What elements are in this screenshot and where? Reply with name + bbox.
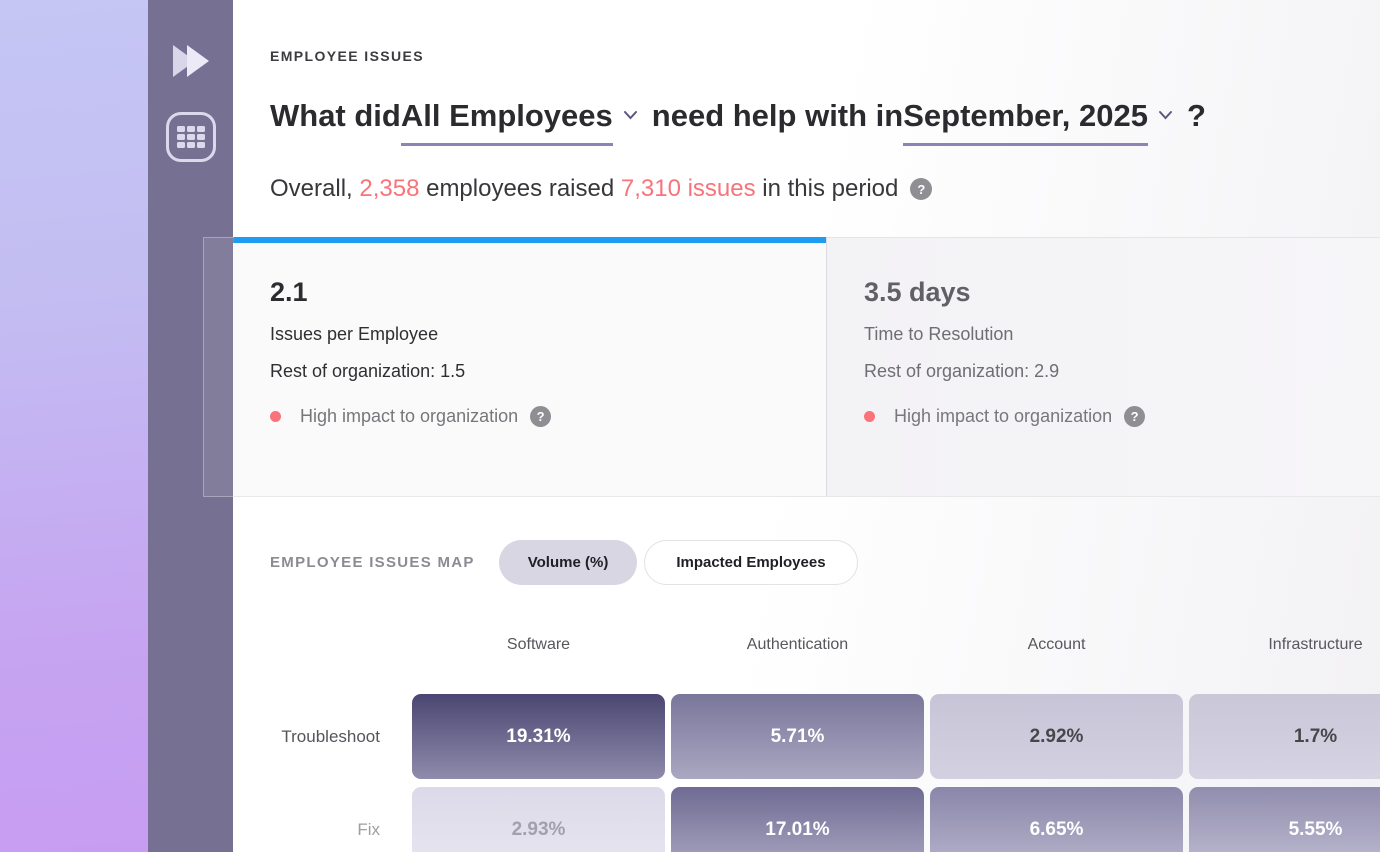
summary-line: Overall, 2,358 employees raised 7,310 is… xyxy=(270,175,1206,203)
stat-value: 2.1 xyxy=(270,277,308,307)
heatmap-cell-troubleshoot-authentication[interactable]: 5.71% xyxy=(671,694,924,779)
chevron-down-icon[interactable] xyxy=(623,110,638,120)
heatmap-cell-fix-authentication[interactable]: 17.01% xyxy=(671,787,924,852)
employee-filter-dropdown[interactable]: All Employees xyxy=(400,98,613,146)
issues-heatmap: Software Authentication Account Infrastr… xyxy=(270,632,1380,852)
fast-forward-icon xyxy=(186,45,209,77)
main-panel: EMPLOYEE ISSUES What did All Employees n… xyxy=(233,0,1380,852)
heatmap-row-fix: Fix 2.93% 17.01% 6.65% 5.55% xyxy=(270,787,1380,852)
toggle-volume-percent[interactable]: Volume (%) xyxy=(498,540,638,585)
impact-label: High impact to organization xyxy=(894,406,1113,426)
heatmap-cell-troubleshoot-software[interactable]: 19.31% xyxy=(412,694,665,779)
heatmap-cell-fix-infrastructure[interactable]: 5.55% xyxy=(1189,787,1380,852)
high-impact-dot-icon xyxy=(864,411,875,422)
column-header-infrastructure: Infrastructure xyxy=(1268,636,1363,653)
impact-row: High impact to organization ? xyxy=(864,406,1343,427)
column-header-account: Account xyxy=(1027,636,1086,653)
row-label-troubleshoot: Troubleshoot xyxy=(281,726,380,746)
heatmap-corner xyxy=(270,632,406,658)
stat-cards-row: 2.1 Issues per Employee Rest of organiza… xyxy=(233,237,1380,497)
heatmap-cell-fix-software[interactable]: 2.93% xyxy=(412,787,665,852)
sidebar xyxy=(148,0,233,852)
stat-card-issues-per-employee[interactable]: 2.1 Issues per Employee Rest of organiza… xyxy=(233,237,826,496)
column-header-software: Software xyxy=(506,636,571,653)
page-title: EMPLOYEE ISSUES xyxy=(270,48,425,64)
stat-card-time-to-resolution[interactable]: 3.5 days Time to Resolution Rest of orga… xyxy=(826,237,1380,496)
question-heading: What did All Employees need help with in… xyxy=(270,98,1206,146)
issues-map-title: EMPLOYEE ISSUES MAP xyxy=(270,554,475,571)
high-impact-dot-icon xyxy=(270,411,281,422)
heatmap-cell-troubleshoot-account[interactable]: 2.92% xyxy=(930,694,1183,779)
app-grid-icon-squares xyxy=(176,126,205,148)
row-label-fix: Fix xyxy=(357,819,380,839)
question-prefix: What did xyxy=(270,98,401,133)
period-filter-dropdown[interactable]: September, 2025 xyxy=(903,98,1148,146)
stat-label: Time to Resolution xyxy=(864,324,1014,344)
summary-pre: Overall, xyxy=(270,175,360,202)
stat-value: 3.5 days xyxy=(864,277,971,307)
chevron-down-icon[interactable] xyxy=(1158,110,1173,120)
app-grid-icon xyxy=(165,112,216,162)
previous-card-edge xyxy=(203,237,234,497)
summary-post: in this period xyxy=(755,175,899,202)
background-gradient-strip xyxy=(0,0,148,852)
impact-row: High impact to organization ? xyxy=(270,406,789,427)
column-header-authentication: Authentication xyxy=(746,636,849,653)
heatmap-header-row: Software Authentication Account Infrastr… xyxy=(270,632,1380,658)
heatmap-row-troubleshoot: Troubleshoot 19.31% 5.71% 2.92% 1.7% xyxy=(270,694,1380,779)
question-middle: need help with in xyxy=(651,98,904,133)
stat-comparison: Rest of organization: 1.5 xyxy=(270,361,466,381)
help-icon[interactable]: ? xyxy=(1124,406,1146,427)
apps-menu-button[interactable] xyxy=(148,112,233,162)
question-suffix: ? xyxy=(1186,98,1206,133)
heatmap-cell-fix-account[interactable]: 6.65% xyxy=(930,787,1183,852)
toggle-impacted-employees[interactable]: Impacted Employees xyxy=(644,540,858,585)
summary-mid: employees raised xyxy=(419,175,621,202)
issues-map-toolbar: EMPLOYEE ISSUES MAP Volume (%) Impacted … xyxy=(270,540,858,585)
help-icon[interactable]: ? xyxy=(910,178,933,200)
heatmap-cell-troubleshoot-infrastructure[interactable]: 1.7% xyxy=(1189,694,1380,779)
stat-comparison: Rest of organization: 2.9 xyxy=(864,361,1060,381)
page-header: EMPLOYEE ISSUES What did All Employees n… xyxy=(270,48,1206,203)
impact-label: High impact to organization xyxy=(300,406,519,426)
employees-count: 2,358 xyxy=(359,175,420,202)
stat-label: Issues per Employee xyxy=(270,324,439,344)
collapse-sidebar-button[interactable] xyxy=(148,42,233,80)
help-icon[interactable]: ? xyxy=(530,406,552,427)
issues-count: 7,310 issues xyxy=(620,175,756,202)
